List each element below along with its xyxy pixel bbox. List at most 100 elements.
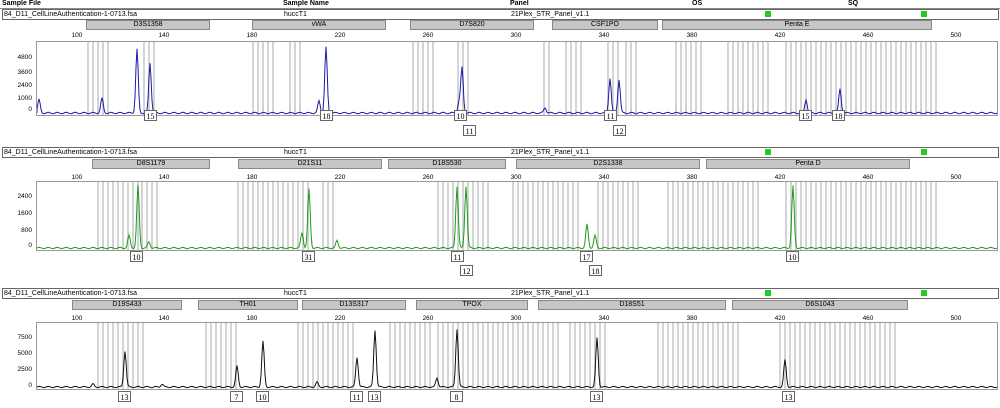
locus-bin[interactable]: D2S1338 — [516, 159, 700, 169]
allele-call-box[interactable]: 18 — [320, 110, 333, 121]
allele-call-box[interactable]: 11 — [604, 110, 617, 121]
locus-bin[interactable]: D6S1043 — [732, 300, 908, 310]
size-tick: 220 — [334, 174, 346, 181]
y-tick-label: 3600 — [17, 69, 32, 76]
size-tick: 100 — [71, 174, 83, 181]
size-tick: 100 — [71, 32, 83, 39]
size-tick: 460 — [862, 174, 874, 181]
allele-call-box[interactable]: 13 — [368, 391, 381, 402]
locus-bin[interactable]: D18S51 — [538, 300, 726, 310]
size-tick: 220 — [334, 315, 346, 322]
locus-bin[interactable]: CSF1PO — [552, 20, 658, 30]
allele-call-box[interactable]: 13 — [590, 391, 603, 402]
trace-svg — [37, 323, 997, 389]
size-tick: 180 — [246, 32, 258, 39]
sq-status-indicator — [921, 149, 927, 155]
locus-bin[interactable]: D18S530 — [388, 159, 506, 169]
size-tick: 220 — [334, 32, 346, 39]
sample-name-value: huccT1 — [284, 290, 307, 297]
col-sample-file[interactable]: Sample File — [2, 0, 41, 7]
os-status-indicator — [765, 11, 771, 17]
size-tick: 380 — [686, 32, 698, 39]
allele-call-box[interactable]: 10 — [256, 391, 269, 402]
trace-plot-area[interactable] — [36, 181, 998, 251]
allele-call-box[interactable]: 11 — [463, 125, 476, 136]
size-tick: 300 — [510, 32, 522, 39]
allele-call-box[interactable]: 12 — [460, 265, 473, 276]
sample-name-value: huccT1 — [284, 11, 307, 18]
size-tick: 460 — [862, 32, 874, 39]
sample-info-bar[interactable]: 84_D11_CellLineAuthentication-1-0713.fsa… — [2, 9, 999, 20]
col-os[interactable]: OS — [692, 0, 703, 7]
os-status-indicator — [765, 149, 771, 155]
size-tick: 180 — [246, 315, 258, 322]
allele-call-box[interactable]: 17 — [580, 251, 593, 262]
locus-bin[interactable]: D19S433 — [72, 300, 182, 310]
y-tick-label: 0 — [28, 382, 32, 389]
locus-bin[interactable]: D3S1358 — [86, 20, 210, 30]
y-tick-label: 7500 — [17, 334, 32, 341]
column-header-bar: Sample File Sample Name Panel OS SQ — [0, 0, 1000, 9]
size-tick: 420 — [774, 315, 786, 322]
size-tick: 500 — [950, 174, 962, 181]
allele-call-box[interactable]: 18 — [589, 265, 602, 276]
panel-value: 21Plex_STR_Panel_v1.1 — [511, 11, 590, 18]
allele-call-box[interactable]: 18 — [832, 110, 845, 121]
y-tick-label: 4800 — [17, 54, 32, 61]
locus-bin[interactable]: Penta D — [706, 159, 910, 169]
allele-call-box[interactable]: 10 — [786, 251, 799, 262]
y-tick-label: 0 — [28, 106, 32, 113]
trace-plot-area[interactable] — [36, 41, 998, 116]
size-tick: 100 — [71, 315, 83, 322]
size-tick: 420 — [774, 32, 786, 39]
sample-name-value: huccT1 — [284, 149, 307, 156]
panel-value: 21Plex_STR_Panel_v1.1 — [511, 149, 590, 156]
allele-call-box[interactable]: 10 — [454, 110, 467, 121]
locus-bin[interactable]: D21S11 — [238, 159, 382, 169]
locus-bin[interactable]: Penta E — [662, 20, 932, 30]
sample-file-value: 84_D11_CellLineAuthentication-1-0713.fsa — [4, 11, 137, 18]
allele-call-box[interactable]: 13 — [782, 391, 795, 402]
size-tick: 380 — [686, 315, 698, 322]
size-tick: 140 — [158, 32, 170, 39]
size-tick: 340 — [598, 174, 610, 181]
allele-call-box[interactable]: 31 — [302, 251, 315, 262]
size-tick: 300 — [510, 174, 522, 181]
size-tick: 420 — [774, 174, 786, 181]
allele-call-box[interactable]: 12 — [613, 125, 626, 136]
allele-call-box[interactable]: 10 — [130, 251, 143, 262]
trace-svg — [37, 182, 997, 250]
size-tick: 300 — [510, 315, 522, 322]
y-tick-label: 5000 — [17, 350, 32, 357]
panel-value: 21Plex_STR_Panel_v1.1 — [511, 290, 590, 297]
locus-bin[interactable]: vWA — [252, 20, 386, 30]
allele-call-box[interactable]: 8 — [450, 391, 463, 402]
size-tick: 180 — [246, 174, 258, 181]
col-sample-name[interactable]: Sample Name — [283, 0, 329, 7]
allele-call-box[interactable]: 13 — [118, 391, 131, 402]
y-tick-label: 800 — [21, 227, 32, 234]
size-tick: 340 — [598, 32, 610, 39]
allele-call-box[interactable]: 11 — [350, 391, 363, 402]
trace-plot-area[interactable] — [36, 322, 998, 390]
allele-call-box[interactable]: 11 — [451, 251, 464, 262]
sample-info-bar[interactable]: 84_D11_CellLineAuthentication-1-0713.fsa… — [2, 288, 999, 299]
locus-bin[interactable]: D7S820 — [410, 20, 534, 30]
size-tick: 460 — [862, 315, 874, 322]
col-panel[interactable]: Panel — [510, 0, 529, 7]
locus-bin[interactable]: D13S317 — [302, 300, 406, 310]
y-tick-label: 2500 — [17, 366, 32, 373]
y-tick-label: 1000 — [17, 95, 32, 102]
y-tick-label: 0 — [28, 242, 32, 249]
locus-bin[interactable]: D8S1179 — [92, 159, 210, 169]
size-tick: 500 — [950, 32, 962, 39]
sq-status-indicator — [921, 290, 927, 296]
col-sq[interactable]: SQ — [848, 0, 859, 7]
allele-call-box[interactable]: 15 — [799, 110, 812, 121]
sample-info-bar[interactable]: 84_D11_CellLineAuthentication-1-0713.fsa… — [2, 147, 999, 158]
allele-call-box[interactable]: 7 — [230, 391, 243, 402]
allele-call-box[interactable]: 15 — [144, 110, 157, 121]
size-tick: 340 — [598, 315, 610, 322]
locus-bin[interactable]: TH01 — [198, 300, 298, 310]
locus-bin[interactable]: TPOX — [416, 300, 528, 310]
